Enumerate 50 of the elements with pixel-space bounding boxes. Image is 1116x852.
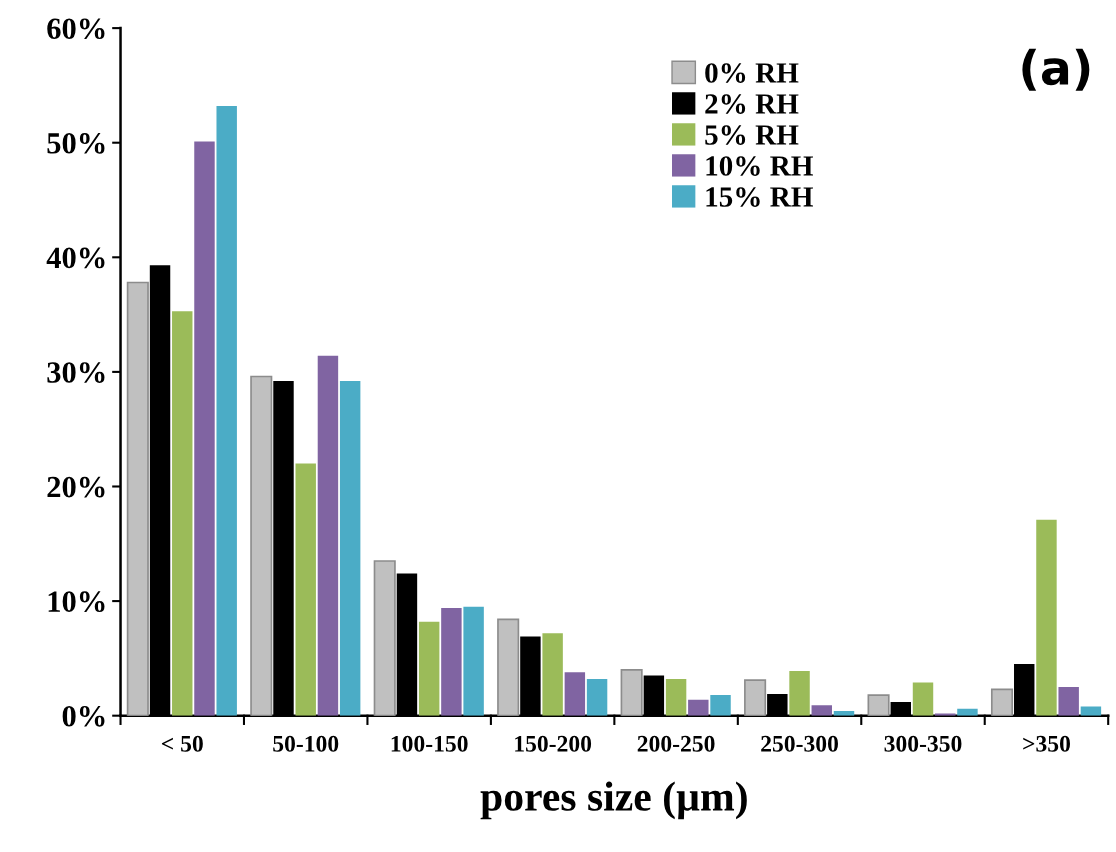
- bar: [665, 679, 687, 716]
- bar: [912, 682, 934, 716]
- bar: [990, 688, 1014, 716]
- x-tick-label: 250-300: [761, 735, 838, 752]
- legend-label: 5% RH: [705, 125, 799, 145]
- legend-label: 10% RH: [706, 156, 813, 176]
- x-tick-label: >350: [1023, 735, 1070, 752]
- x-tick-label: 100-150: [391, 735, 468, 752]
- bar: [586, 679, 608, 716]
- x-tick-label: 300-350: [884, 735, 962, 752]
- legend-label: 15% RH: [706, 187, 813, 207]
- x-tick-label: 50-100: [273, 735, 339, 752]
- legend-label: 0% RH: [705, 63, 799, 83]
- bar: [216, 106, 237, 716]
- bar: [194, 141, 215, 716]
- annotation: (a): [1022, 48, 1090, 91]
- bar: [497, 618, 520, 716]
- bar: [373, 560, 396, 716]
- bar: [250, 375, 273, 716]
- bar: [317, 355, 339, 716]
- bar: [1036, 519, 1057, 716]
- bar: [172, 311, 193, 716]
- bar: [542, 633, 563, 716]
- bar: [1058, 687, 1079, 716]
- bar: [126, 281, 149, 716]
- y-tick-label: 30%: [47, 362, 105, 383]
- y-tick-label: 10%: [48, 591, 105, 613]
- y-tick-label: 40%: [46, 247, 105, 269]
- x-tick-label: 150-200: [515, 735, 592, 752]
- y-tick-label: 60%: [47, 18, 105, 40]
- bar: [688, 699, 709, 716]
- x-tick-label: 200-250: [637, 735, 715, 752]
- x-axis-title: pores size (µm): [480, 781, 747, 820]
- bar: [620, 669, 643, 716]
- bar: [789, 670, 810, 716]
- legend-label: 2% RH: [705, 94, 799, 114]
- bar: [811, 705, 832, 716]
- bar: [418, 621, 440, 716]
- bar: [339, 381, 361, 716]
- x-tick-label: < 50: [161, 735, 203, 752]
- bar: [867, 694, 890, 716]
- y-tick-label: 50%: [47, 132, 105, 154]
- y-tick-label: 0%: [62, 705, 105, 727]
- bar: [710, 695, 731, 716]
- bar: [463, 606, 484, 716]
- bar: [564, 672, 586, 716]
- bar: [744, 679, 767, 716]
- bar: [441, 607, 462, 716]
- y-tick-label: 20%: [47, 476, 105, 498]
- bar: [295, 463, 316, 716]
